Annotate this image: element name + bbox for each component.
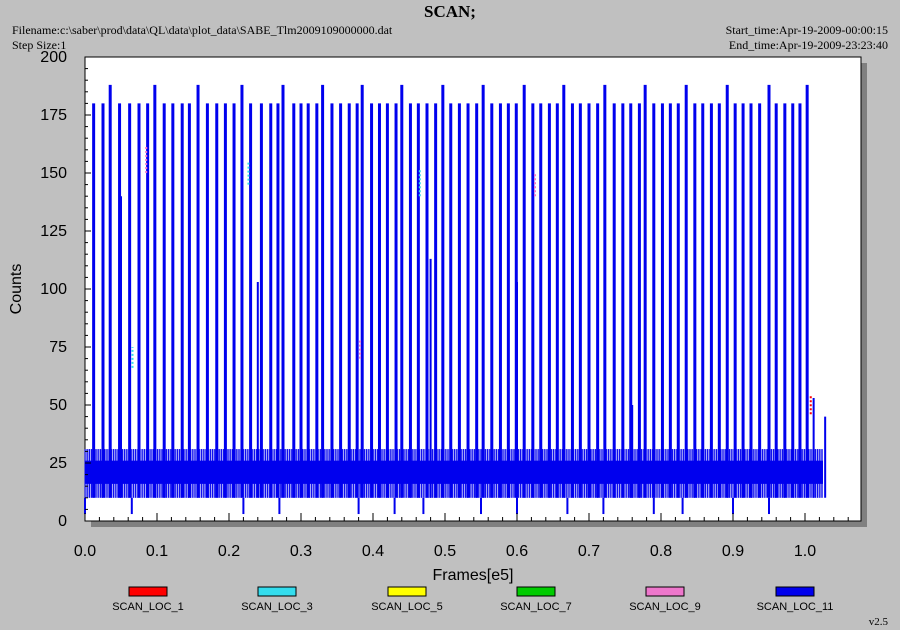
legend-swatch xyxy=(128,586,168,597)
legend-swatch xyxy=(387,586,427,597)
x-tick-label: 0.0 xyxy=(74,543,96,560)
legend-swatch xyxy=(645,586,685,597)
y-axis-label: Counts xyxy=(8,264,25,315)
legend-item: SCAN_LOC_11 xyxy=(757,586,834,613)
y-tick-label: 100 xyxy=(40,281,67,298)
legend-item: SCAN_LOC_9 xyxy=(629,586,701,613)
plot-area xyxy=(84,56,862,522)
chart-title: SCAN; xyxy=(424,2,476,21)
x-tick-label: 0.2 xyxy=(218,543,240,560)
x-tick-label: 0.3 xyxy=(290,543,312,560)
legend-item: SCAN_LOC_3 xyxy=(241,586,313,613)
x-tick-label: 0.1 xyxy=(146,543,168,560)
x-tick-label: 0.9 xyxy=(722,543,744,560)
y-tick-label: 75 xyxy=(49,339,67,356)
legend-label: SCAN_LOC_5 xyxy=(371,601,443,613)
legend-label: SCAN_LOC_1 xyxy=(112,601,184,613)
y-tick-label: 200 xyxy=(40,49,67,66)
y-tick-label: 50 xyxy=(49,397,67,414)
legend-item: SCAN_LOC_7 xyxy=(500,586,572,613)
legend-label: SCAN_LOC_9 xyxy=(629,601,701,613)
y-tick-label: 25 xyxy=(49,455,67,472)
x-tick-label: 0.6 xyxy=(506,543,528,560)
x-tick-label: 0.4 xyxy=(362,543,384,560)
version-label: v2.5 xyxy=(868,616,888,628)
y-tick-label: 175 xyxy=(40,107,67,124)
filename-label: Filename:c:\saber\prod\data\QL\data\plot… xyxy=(12,23,393,37)
start-time-label: Start_time:Apr-19-2009-00:00:15 xyxy=(725,23,888,37)
y-tick-label: 150 xyxy=(40,165,67,182)
x-axis-label: Frames[e5] xyxy=(433,567,514,584)
y-tick-label: 0 xyxy=(58,513,67,530)
x-tick-label: 0.7 xyxy=(578,543,600,560)
legend-label: SCAN_LOC_3 xyxy=(241,601,313,613)
step-size-label: Step Size:1 xyxy=(12,38,67,52)
x-tick-label: 1.0 xyxy=(794,543,816,560)
legend-item: SCAN_LOC_1 xyxy=(112,586,184,613)
x-tick-label: 0.8 xyxy=(650,543,672,560)
legend-swatch xyxy=(257,586,297,597)
end-time-label: End_time:Apr-19-2009-23:23:40 xyxy=(728,38,888,52)
legend-swatch xyxy=(775,586,815,597)
legend-item: SCAN_LOC_5 xyxy=(371,586,443,613)
legend-label: SCAN_LOC_7 xyxy=(500,601,572,613)
legend-swatch xyxy=(516,586,556,597)
x-tick-label: 0.5 xyxy=(434,543,456,560)
y-tick-label: 125 xyxy=(40,223,67,240)
legend-label: SCAN_LOC_11 xyxy=(757,601,834,613)
